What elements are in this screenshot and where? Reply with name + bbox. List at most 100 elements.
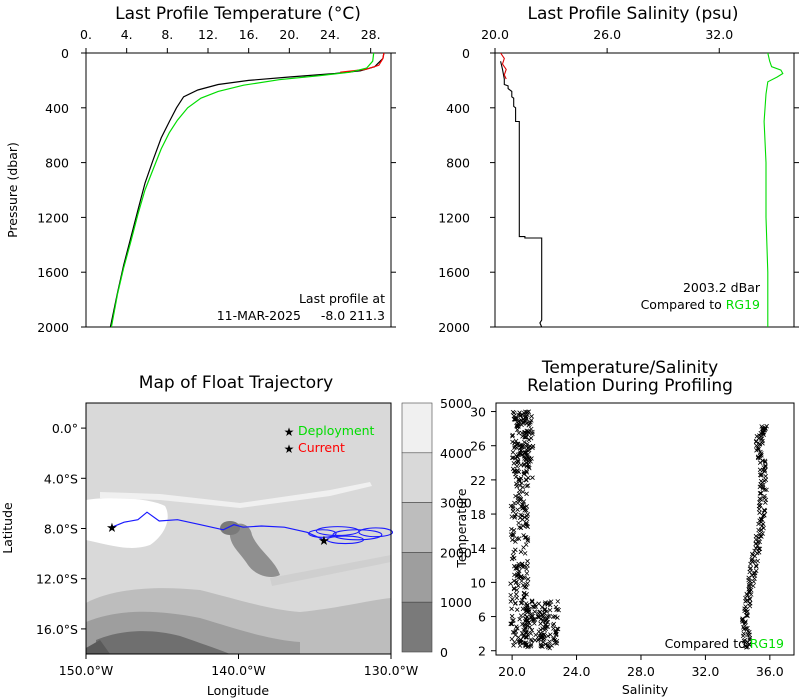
ts-point bbox=[758, 497, 763, 502]
ts-point bbox=[763, 473, 768, 479]
ts-point bbox=[536, 614, 541, 620]
ts-point bbox=[547, 613, 552, 619]
ts-point bbox=[753, 533, 759, 539]
ts-point bbox=[511, 549, 516, 555]
temperature-x-tick-label: 0. bbox=[80, 27, 92, 42]
ts-point bbox=[528, 637, 534, 642]
depth-colorbar: 5000 4000 3000 2000 1000 0 bbox=[401, 396, 472, 660]
ts-point bbox=[742, 637, 748, 643]
ts-point bbox=[509, 621, 515, 627]
ts-point bbox=[538, 621, 543, 626]
temperature-panel: Last Profile Temperature (°C) 0. 4. 8. 12. 1… bbox=[5, 4, 396, 335]
ts-point bbox=[522, 584, 527, 590]
temperature-x-tick-label: 16. bbox=[239, 27, 259, 42]
ts-point bbox=[525, 462, 531, 467]
ts-point bbox=[758, 527, 764, 533]
ts-point bbox=[512, 443, 518, 449]
ts-point bbox=[532, 637, 538, 643]
ts-point bbox=[519, 480, 524, 486]
trajectory-path bbox=[111, 511, 325, 541]
ts-point bbox=[516, 491, 522, 497]
ts-point bbox=[542, 636, 547, 641]
ts-point bbox=[758, 491, 764, 496]
ts-point bbox=[529, 613, 534, 619]
ts-point bbox=[513, 539, 518, 544]
temperature-x-tick-label: 28. bbox=[361, 27, 381, 42]
ts-point bbox=[515, 421, 521, 426]
temperature-x-tick-label: 24. bbox=[320, 27, 340, 42]
ts-point bbox=[555, 599, 561, 604]
ts-point bbox=[553, 628, 559, 634]
ts-point bbox=[518, 413, 523, 419]
ts-point bbox=[763, 500, 768, 505]
ts-point bbox=[522, 595, 527, 600]
ts-point bbox=[510, 455, 515, 461]
ts-point bbox=[522, 575, 527, 580]
ts-point bbox=[762, 459, 768, 465]
ts-point bbox=[744, 598, 750, 603]
ts-point bbox=[512, 514, 518, 519]
ts-point bbox=[542, 601, 548, 607]
ts-point bbox=[516, 520, 521, 526]
ts-point bbox=[511, 586, 517, 591]
colorbar-swatch bbox=[401, 452, 433, 503]
shallow-white-patch bbox=[86, 498, 168, 548]
ts-point bbox=[524, 428, 530, 434]
comparison-reference: RG19 bbox=[726, 297, 760, 312]
temperature-title: Last Profile Temperature (°C) bbox=[115, 4, 361, 24]
ts-point bbox=[520, 606, 526, 612]
colorbar-swatch bbox=[401, 552, 433, 603]
ts-point bbox=[753, 563, 759, 568]
map-panel: Map of Float Trajectory ★ ★ ★ Deployment… bbox=[0, 373, 472, 698]
ts-point bbox=[521, 545, 526, 550]
ts-point bbox=[548, 632, 553, 637]
trajectory-loop bbox=[308, 529, 337, 538]
ts-point bbox=[511, 528, 517, 533]
ts-point bbox=[551, 637, 556, 642]
ts-point bbox=[509, 526, 514, 532]
colorbar-swatch bbox=[401, 502, 433, 553]
ts-point bbox=[514, 454, 520, 459]
ts-point bbox=[756, 446, 761, 452]
ts-point bbox=[758, 517, 764, 522]
seamount-chain bbox=[229, 523, 280, 577]
ts-point bbox=[523, 618, 528, 624]
ts-point bbox=[524, 516, 530, 522]
ts-point bbox=[554, 626, 560, 632]
ts-point bbox=[747, 637, 752, 643]
ts-point bbox=[525, 576, 531, 582]
ts-point bbox=[515, 459, 521, 465]
ts-point bbox=[524, 483, 529, 489]
salinity-profile-line bbox=[763, 52, 784, 327]
ts-point bbox=[524, 614, 530, 619]
ts-point bbox=[525, 538, 531, 543]
ts-point bbox=[518, 639, 524, 645]
ts-point bbox=[522, 590, 527, 596]
map-y-ticks: 0.0° 4.0°S 8.0°S 12.0°S 16.0°S bbox=[36, 421, 86, 637]
ts-point bbox=[511, 578, 517, 584]
ts-point bbox=[514, 587, 520, 593]
ts-point bbox=[754, 434, 760, 439]
ts-point bbox=[554, 641, 560, 646]
ts-point bbox=[514, 415, 520, 421]
ts-point bbox=[510, 596, 515, 602]
colorbar-tick-label: 4000 bbox=[440, 446, 472, 461]
ts-point bbox=[521, 533, 526, 538]
ts-point bbox=[517, 479, 522, 484]
ts-point bbox=[757, 546, 763, 552]
ts-point bbox=[552, 614, 558, 619]
ts-x-tick-label: 36.0 bbox=[756, 664, 784, 679]
map-y-tick-label: 0.0° bbox=[52, 421, 78, 436]
legend-deployment-label: Deployment bbox=[298, 423, 375, 438]
ts-point bbox=[510, 508, 516, 514]
max-pressure-label: 2003.2 dBar bbox=[683, 280, 761, 295]
temperature-x-tick-label: 8. bbox=[161, 27, 173, 42]
ts-point bbox=[522, 551, 528, 556]
ts-point bbox=[518, 451, 524, 457]
ts-x-tick-label: 24.0 bbox=[563, 664, 591, 679]
ts-point bbox=[510, 531, 516, 537]
ts-point bbox=[526, 644, 532, 649]
ts-point bbox=[518, 448, 524, 453]
float-trajectory bbox=[111, 511, 394, 545]
ts-point bbox=[515, 424, 520, 429]
